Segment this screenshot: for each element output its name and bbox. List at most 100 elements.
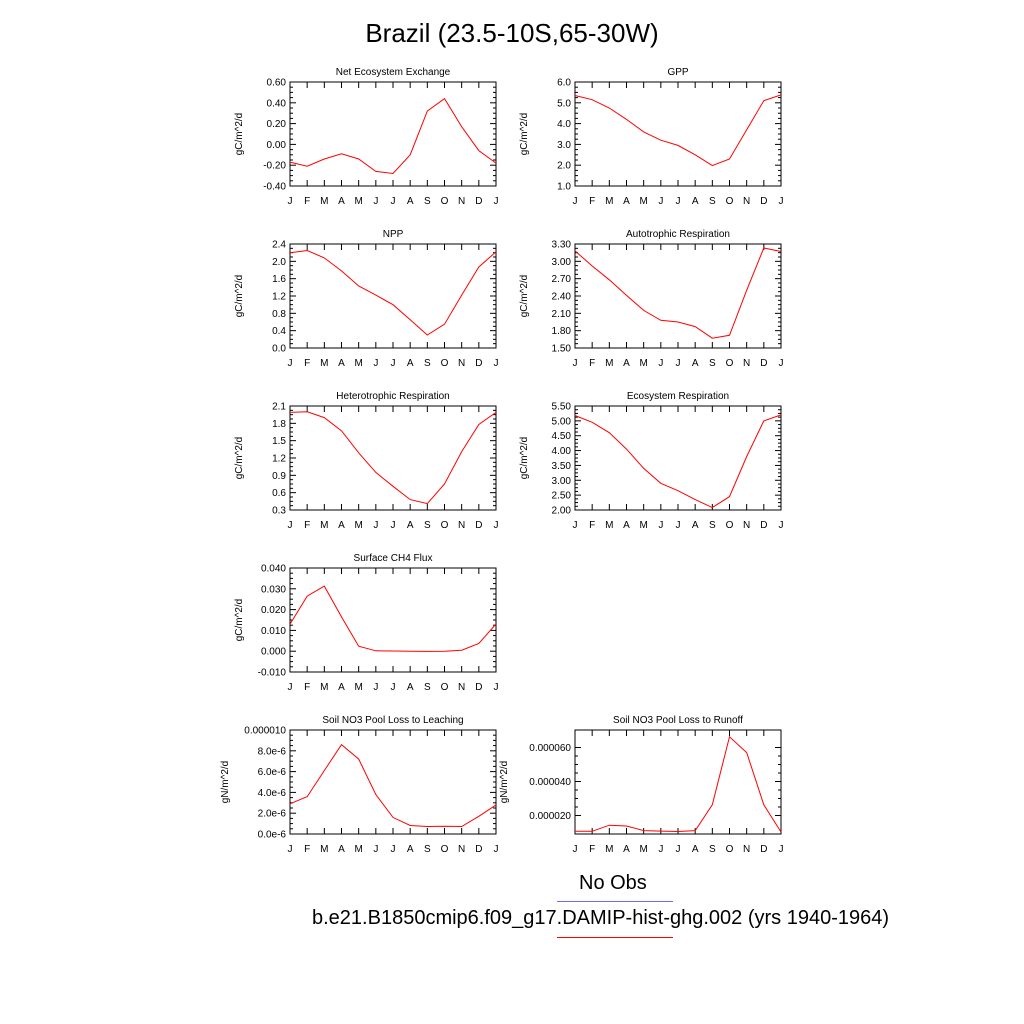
plot-frame [574, 81, 782, 187]
x-tick-label: F [304, 520, 310, 531]
x-tick-label: A [407, 844, 414, 855]
y-tick-label: 8.0e-6 [258, 746, 287, 757]
page-title: Brazil (23.5-10S,65-30W) [365, 18, 659, 48]
y-tick-label: 3.30 [552, 240, 572, 251]
x-tick-label: A [407, 196, 414, 207]
y-axis-label: gC/m^2/d [234, 437, 245, 480]
x-tick-label: J [391, 520, 396, 531]
x-tick-label: S [424, 196, 431, 207]
series-line [574, 247, 782, 339]
y-axis-label: gC/m^2/d [519, 113, 530, 156]
x-tick-label: S [424, 520, 431, 531]
x-tick-label: N [458, 844, 465, 855]
x-tick-label: F [589, 844, 595, 855]
x-tick-label: M [354, 844, 362, 855]
x-tick-label: M [354, 682, 362, 693]
x-tick-label: D [475, 682, 482, 693]
y-tick-label: 1.6 [272, 274, 286, 285]
chart-title: Heterotrophic Respiration [336, 391, 449, 402]
x-tick-label: S [424, 358, 431, 369]
y-tick-label: 0.000060 [529, 743, 571, 754]
series-line [289, 97, 497, 175]
plot-frame [574, 729, 782, 835]
x-tick-label: S [424, 682, 431, 693]
x-tick-label: M [320, 358, 328, 369]
x-tick-label: J [373, 844, 378, 855]
x-tick-label: J [573, 844, 578, 855]
chart-panel-4: Heterotrophic Respiration 0.3 0.6 0.9 1.2 1.5… [234, 391, 499, 531]
x-tick-label: O [726, 520, 734, 531]
series-line [289, 585, 497, 652]
y-tick-label: 2.0 [557, 161, 571, 172]
x-tick-label: J [676, 520, 681, 531]
plot-frame [289, 81, 497, 187]
x-tick-label: M [639, 196, 647, 207]
x-tick-label: N [743, 196, 750, 207]
x-tick-label: J [676, 196, 681, 207]
y-tick-label: 5.00 [552, 416, 572, 427]
x-tick-label: S [709, 520, 716, 531]
y-tick-label: 1.50 [552, 344, 572, 355]
x-tick-label: O [441, 196, 449, 207]
x-tick-label: S [709, 196, 716, 207]
x-tick-label: S [424, 844, 431, 855]
y-tick-label: 5.50 [552, 402, 572, 413]
y-tick-label: 0.000 [261, 647, 286, 658]
y-tick-label: 4.0e-6 [258, 788, 287, 799]
x-tick-label: M [605, 196, 613, 207]
x-tick-label: M [605, 844, 613, 855]
y-axis-label: gC/m^2/d [519, 437, 530, 480]
y-tick-label: 2.40 [552, 292, 572, 303]
series-line [289, 249, 497, 336]
x-tick-label: D [760, 844, 767, 855]
x-tick-label: J [676, 358, 681, 369]
y-axis-label: gC/m^2/d [234, 275, 245, 318]
y-tick-label: 2.4 [272, 240, 286, 251]
y-tick-label: 0.000010 [244, 726, 286, 737]
x-tick-label: J [373, 358, 378, 369]
x-tick-label: N [458, 520, 465, 531]
x-tick-label: J [573, 358, 578, 369]
y-tick-label: 0.000020 [529, 811, 571, 822]
x-tick-label: O [726, 844, 734, 855]
y-tick-label: 2.70 [552, 274, 572, 285]
x-tick-label: M [354, 520, 362, 531]
y-tick-label: 3.50 [552, 461, 572, 472]
plot-frame [574, 243, 782, 349]
x-tick-label: D [475, 520, 482, 531]
y-tick-label: 2.0 [272, 257, 286, 268]
chart-title: Ecosystem Respiration [627, 391, 729, 402]
y-tick-label: 0.3 [272, 506, 286, 517]
x-tick-label: A [623, 196, 630, 207]
y-tick-label: 0.020 [261, 605, 286, 616]
x-tick-label: A [407, 358, 414, 369]
x-tick-label: J [373, 196, 378, 207]
y-tick-label: -0.20 [263, 161, 286, 172]
chart-title: Autotrophic Respiration [626, 229, 730, 240]
x-tick-label: M [354, 358, 362, 369]
y-tick-label: 0.0 [272, 344, 286, 355]
y-tick-label: 6.0e-6 [258, 767, 287, 778]
x-tick-label: A [623, 358, 630, 369]
series-line [574, 94, 782, 167]
legend-entry-model: b.e21.B1850cmip6.f09_g17.DAMIP-hist-ghg.… [312, 907, 890, 929]
x-tick-label: N [743, 844, 750, 855]
y-tick-label: 0.9 [272, 471, 286, 482]
y-tick-label: 0.6 [272, 488, 286, 499]
chart-title: NPP [383, 229, 404, 240]
y-tick-label: 3.00 [552, 476, 572, 487]
x-tick-label: O [726, 358, 734, 369]
x-tick-label: J [779, 520, 784, 531]
x-tick-label: M [639, 520, 647, 531]
y-tick-label: 2.50 [552, 491, 572, 502]
x-tick-label: N [458, 358, 465, 369]
y-tick-label: 1.2 [272, 292, 286, 303]
x-tick-label: J [288, 358, 293, 369]
series-line [289, 411, 497, 505]
x-tick-label: J [288, 844, 293, 855]
x-tick-label: A [623, 520, 630, 531]
y-axis-label: gC/m^2/d [234, 599, 245, 642]
y-tick-label: 2.00 [552, 506, 572, 517]
